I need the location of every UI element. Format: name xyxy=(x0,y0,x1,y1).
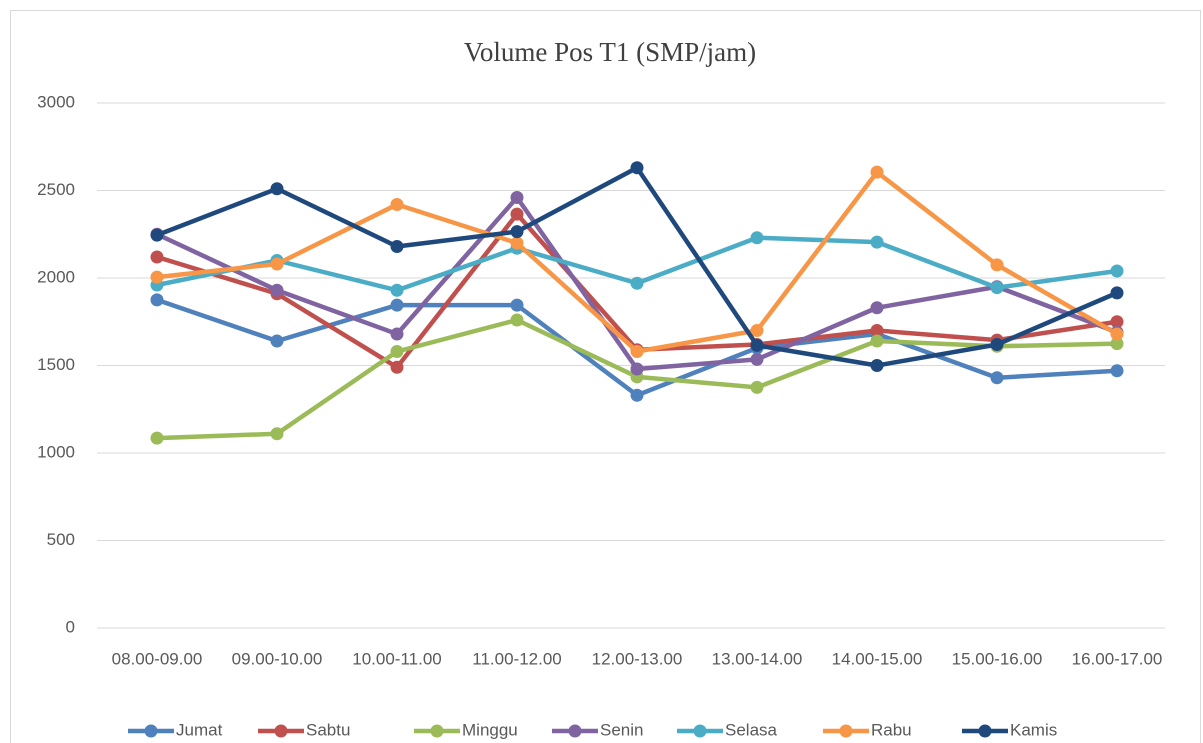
legend-label: Minggu xyxy=(462,720,518,739)
point xyxy=(270,283,284,297)
point xyxy=(390,345,404,358)
point xyxy=(150,250,164,264)
point xyxy=(270,182,284,196)
point xyxy=(990,371,1004,385)
point xyxy=(870,301,884,315)
point xyxy=(750,380,764,394)
x-tick-label: 14.00-15.00 xyxy=(832,649,923,668)
point xyxy=(630,362,644,376)
point xyxy=(150,270,164,284)
point xyxy=(390,298,404,312)
point xyxy=(390,240,404,253)
point xyxy=(510,225,524,239)
point xyxy=(390,283,404,297)
y-tick-label: 3000 xyxy=(37,92,75,111)
point xyxy=(510,313,524,327)
point xyxy=(1110,315,1124,329)
y-tick-label: 1000 xyxy=(37,442,75,461)
legend-marker xyxy=(274,724,288,738)
y-tick-label: 2000 xyxy=(37,267,75,286)
point xyxy=(270,427,284,441)
point xyxy=(510,236,524,250)
x-tick-label: 16.00-17.00 xyxy=(1072,649,1163,668)
point xyxy=(750,231,764,245)
x-tick-label: 10.00-11.00 xyxy=(352,649,441,668)
point xyxy=(870,359,884,372)
x-tick-label: 12.00-13.00 xyxy=(592,649,683,668)
point xyxy=(870,165,884,179)
legend-label: Sabtu xyxy=(306,720,350,739)
point xyxy=(150,228,164,242)
y-tick-label: 1500 xyxy=(37,355,75,374)
x-tick-label: 13.00-14.00 xyxy=(712,649,803,668)
legend-label: Kamis xyxy=(1010,720,1057,739)
x-tick-label: 09.00-10.00 xyxy=(232,649,323,668)
point xyxy=(390,198,404,211)
point xyxy=(750,338,764,352)
point xyxy=(990,281,1004,295)
point xyxy=(270,257,284,271)
point xyxy=(990,338,1004,351)
y-tick-label: 500 xyxy=(47,530,75,549)
point xyxy=(1110,264,1124,278)
y-tick-label: 2500 xyxy=(37,180,75,199)
point xyxy=(1110,327,1124,341)
legend-marker xyxy=(144,724,158,738)
point xyxy=(510,207,524,221)
point xyxy=(1110,286,1124,300)
point xyxy=(990,258,1004,272)
point xyxy=(390,327,404,341)
point xyxy=(750,324,764,337)
point xyxy=(390,360,404,374)
point xyxy=(750,352,764,366)
point xyxy=(270,334,284,348)
point xyxy=(1110,364,1124,378)
legend-marker xyxy=(839,724,853,738)
point xyxy=(870,324,884,337)
legend-label: Selasa xyxy=(725,720,778,739)
point xyxy=(150,431,164,445)
point xyxy=(150,293,164,307)
legend-label: Senin xyxy=(600,720,643,739)
chart-title: Volume Pos T1 (SMP/jam) xyxy=(464,37,756,67)
point xyxy=(630,345,644,358)
y-tick-label: 0 xyxy=(66,617,75,636)
legend-marker xyxy=(430,724,444,738)
point xyxy=(510,191,524,204)
legend-marker xyxy=(568,724,582,738)
legend-marker xyxy=(693,724,707,738)
point xyxy=(630,276,644,290)
x-tick-label: 11.00-12.00 xyxy=(472,649,561,668)
point xyxy=(630,161,644,175)
point xyxy=(1110,337,1124,351)
x-tick-label: 08.00-09.00 xyxy=(112,649,203,668)
x-tick-label: 15.00-16.00 xyxy=(952,649,1043,668)
legend-label: Rabu xyxy=(871,720,912,739)
point xyxy=(870,334,884,348)
legend-label: Jumat xyxy=(176,720,223,739)
legend-marker xyxy=(978,724,992,738)
point xyxy=(630,388,644,402)
point xyxy=(510,298,524,312)
point xyxy=(870,235,884,249)
